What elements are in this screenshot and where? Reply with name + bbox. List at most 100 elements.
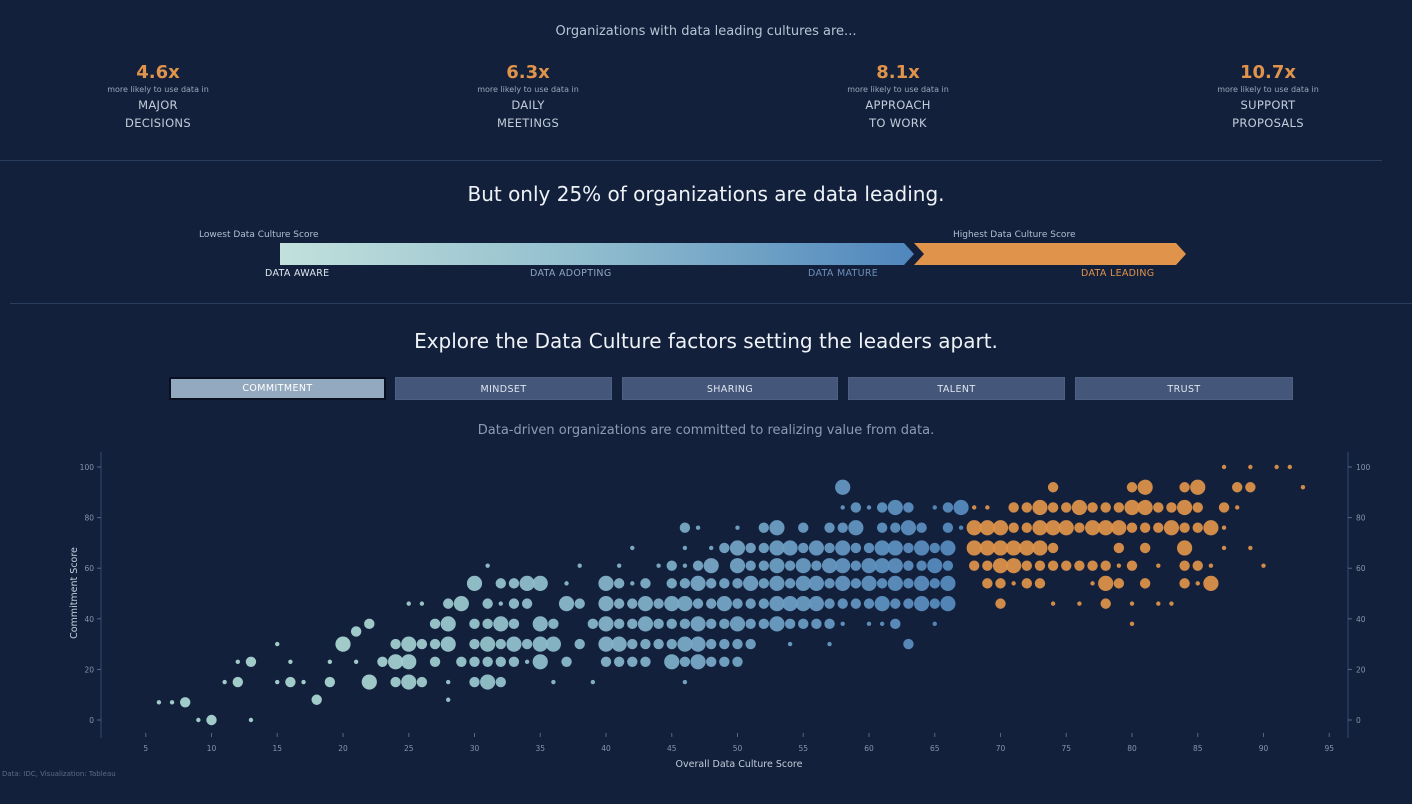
data-point (630, 545, 635, 551)
data-point (1169, 601, 1174, 606)
data-point (824, 522, 835, 533)
data-point (301, 679, 306, 685)
data-point (958, 525, 964, 530)
y-tick-label-right: 0 (1356, 716, 1361, 725)
data-point (769, 575, 785, 591)
data-point (900, 520, 917, 536)
data-point (903, 542, 914, 554)
data-point (782, 596, 798, 612)
data-point (942, 560, 954, 571)
scale-highest-label: Highest Data Culture Score (953, 230, 1076, 240)
stat-caption: more likely to use data in (847, 85, 949, 94)
data-point (482, 656, 493, 668)
data-point (1034, 560, 1046, 571)
data-point (508, 656, 520, 668)
data-point (506, 636, 522, 652)
data-point (401, 674, 417, 690)
data-point (866, 505, 872, 510)
data-point (666, 638, 677, 650)
x-tick-label: 60 (864, 744, 874, 753)
tab-commitment[interactable]: COMMITMENT (169, 377, 386, 400)
data-point (630, 581, 635, 586)
data-point (1261, 563, 1266, 568)
data-point (706, 656, 717, 668)
x-tick-label: 45 (667, 744, 677, 753)
data-point (275, 641, 280, 647)
data-point (782, 540, 798, 556)
stat-caption: more likely to use data in (477, 85, 579, 94)
data-point (1087, 502, 1098, 513)
data-point (929, 542, 940, 554)
data-point (288, 659, 293, 665)
data-point (545, 636, 562, 652)
data-point (285, 676, 296, 688)
data-point (1100, 560, 1111, 571)
data-point (677, 596, 693, 612)
data-point (1235, 505, 1240, 510)
data-point (1032, 540, 1048, 556)
data-point (887, 575, 903, 591)
intro-text: Organizations with data leading cultures… (555, 24, 857, 39)
data-point (682, 545, 688, 551)
data-point (1071, 499, 1087, 516)
data-point (353, 659, 359, 665)
data-point (456, 656, 467, 668)
x-tick-label: 15 (272, 744, 282, 753)
data-point (840, 505, 845, 510)
data-point (824, 618, 835, 630)
x-tick-label: 40 (601, 744, 611, 753)
data-point (876, 522, 888, 533)
data-point (863, 542, 875, 554)
data-point (758, 618, 769, 630)
x-tick-label: 10 (207, 744, 217, 753)
data-point (835, 558, 851, 574)
data-point (914, 596, 930, 612)
data-point (940, 575, 956, 591)
stat-major-decisions: 4.6x more likely to use data in MAJOR DE… (48, 62, 268, 132)
data-point (706, 598, 717, 609)
stat-label-line2: TO WORK (869, 116, 927, 130)
data-point (769, 558, 785, 574)
data-point (942, 522, 954, 533)
data-point (929, 598, 940, 609)
tab-mindset[interactable]: MINDSET (395, 377, 612, 400)
data-point (979, 520, 995, 536)
y-tick-label: 0 (89, 716, 94, 725)
data-point (758, 578, 769, 589)
data-point (821, 558, 838, 574)
data-point (1124, 499, 1140, 516)
data-point (1203, 520, 1219, 536)
stat-approach-to-work: 8.1x more likely to use data in APPROACH… (788, 62, 1008, 132)
data-point (876, 502, 888, 513)
data-point (1074, 560, 1085, 571)
divider (0, 160, 1382, 161)
data-point (206, 714, 217, 726)
tab-sharing[interactable]: SHARING (622, 377, 838, 400)
data-point (640, 656, 651, 668)
data-point (1190, 479, 1206, 495)
data-point (1126, 522, 1138, 533)
data-point (1218, 502, 1230, 513)
x-tick-label: 35 (535, 744, 545, 753)
data-point (1061, 502, 1072, 513)
x-tick-label: 80 (1127, 744, 1137, 753)
data-point (758, 560, 769, 571)
tab-talent[interactable]: TALENT (848, 377, 1065, 400)
data-point (729, 616, 746, 632)
data-point (992, 558, 1009, 574)
data-point (1011, 581, 1016, 586)
data-point (598, 636, 614, 652)
data-point (1045, 520, 1061, 536)
data-point (903, 560, 914, 571)
x-tick-label: 25 (404, 744, 414, 753)
data-point (1113, 578, 1125, 589)
data-point (992, 520, 1009, 536)
data-point (419, 601, 425, 606)
y-tick-label-right: 40 (1356, 615, 1366, 624)
tab-trust[interactable]: TRUST (1075, 377, 1293, 400)
stat-support-proposals: 10.7x more likely to use data in SUPPORT… (1158, 62, 1378, 132)
data-point (627, 598, 638, 609)
data-point (798, 618, 809, 630)
data-point (932, 505, 937, 510)
data-point (577, 563, 582, 568)
